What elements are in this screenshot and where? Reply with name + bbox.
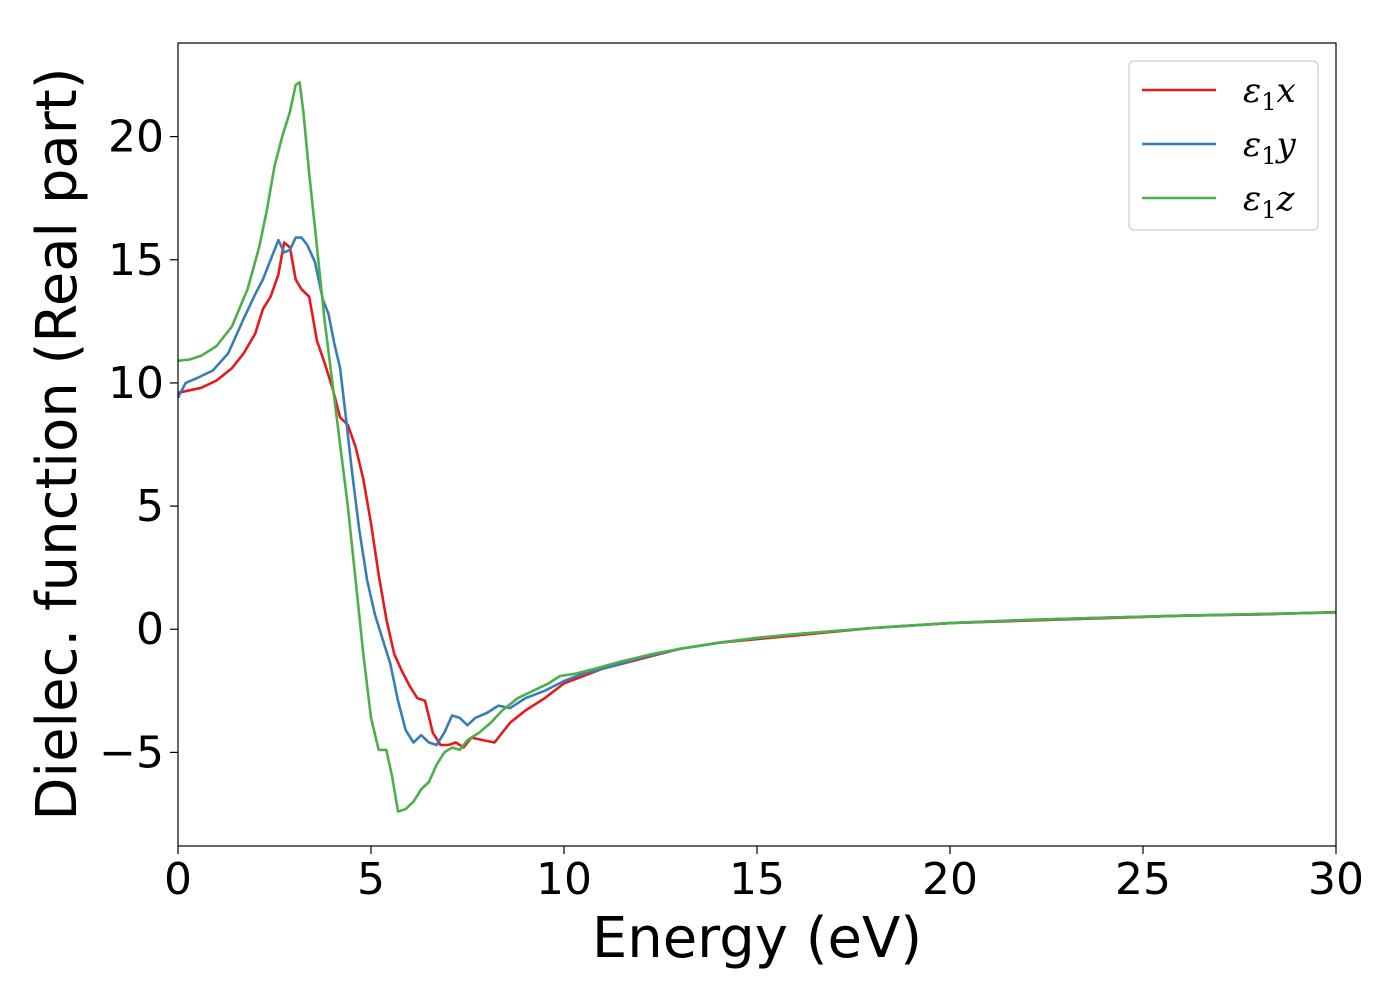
y-tick-label: −5 [99, 727, 164, 778]
x-tick-label: 15 [729, 854, 785, 905]
x-axis: 0 5 10 15 20 25 30 [164, 846, 1364, 905]
y-axis-title: Dielec. function (Real part) [25, 67, 90, 820]
y-tick-label: 10 [108, 358, 164, 409]
x-tick-label: 30 [1308, 854, 1364, 905]
y-tick-label: 5 [136, 481, 164, 532]
x-tick-label: 5 [357, 854, 385, 905]
legend-label-2: ε1z [1243, 179, 1296, 224]
series-line-0 [177, 241, 1337, 749]
y-tick-label: 20 [108, 112, 164, 163]
x-tick-label: 0 [164, 854, 192, 905]
legend-box [1128, 60, 1319, 231]
x-tick-label: 25 [1115, 854, 1171, 905]
legend-entries: ε1x ε1y ε1z [1142, 71, 1297, 224]
legend-label-0: ε1x [1243, 71, 1296, 116]
x-tick-label: 20 [922, 854, 978, 905]
series-line-2 [177, 81, 1337, 813]
y-axis: −5 0 5 10 15 20 [99, 112, 178, 778]
x-tick-label: 10 [536, 854, 592, 905]
series-line-1 [176, 236, 1337, 747]
y-tick-label: 15 [108, 235, 164, 286]
legend: ε1x ε1y ε1z [1128, 60, 1319, 231]
y-tick-label: 0 [136, 604, 164, 655]
series-layer [176, 81, 1337, 813]
legend-label-1: ε1y [1243, 125, 1297, 170]
x-axis-title: Energy (eV) [592, 906, 922, 971]
